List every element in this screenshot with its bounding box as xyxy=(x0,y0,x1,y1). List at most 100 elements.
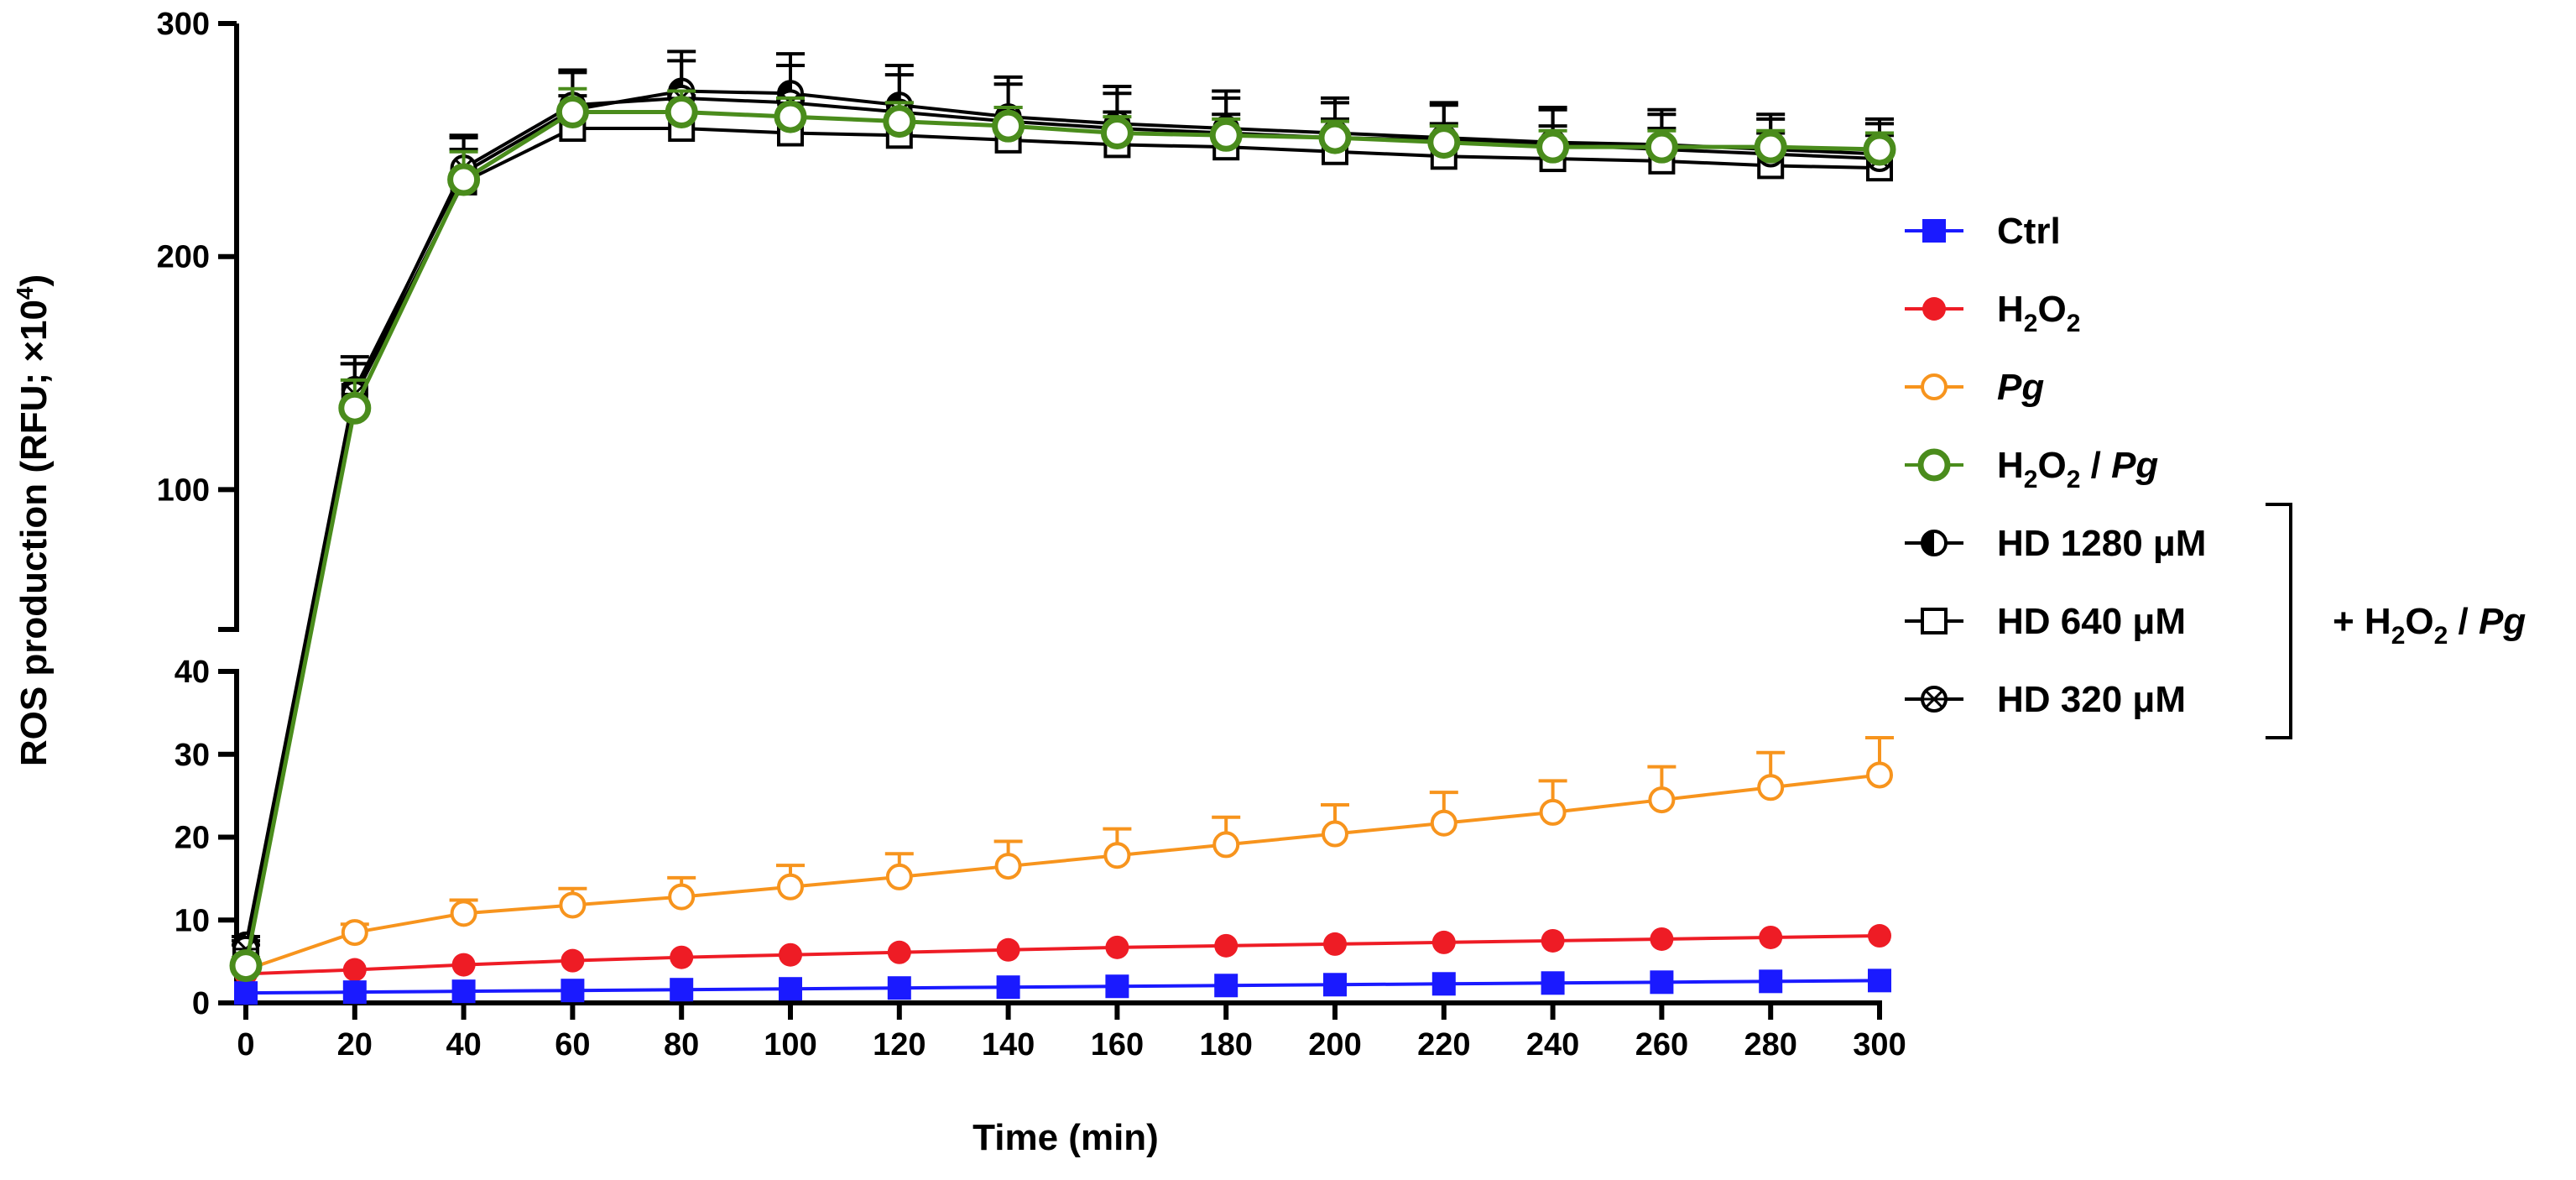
data-point-ctrl xyxy=(996,975,1020,1000)
data-point-ctrl xyxy=(1323,973,1347,997)
data-point-pg xyxy=(559,891,587,919)
series-h2o2pg xyxy=(229,86,1896,983)
data-point-h2o2 xyxy=(561,948,585,973)
data-point-h2o2pg xyxy=(447,163,481,196)
series-line-h2o2 xyxy=(245,934,1880,976)
legend-item-hd1280: HD 1280 μM xyxy=(1905,523,2206,564)
legend-group-bracket xyxy=(2266,503,2292,739)
series-hd1280 xyxy=(232,50,1894,958)
data-point-h2o2 xyxy=(670,945,694,969)
series-ctrl xyxy=(234,969,1891,1005)
y-tick-label: 30 xyxy=(175,738,210,773)
series-line-ctrl xyxy=(245,979,1880,995)
data-point-h2o2 xyxy=(1868,924,1891,948)
x-tick-label: 20 xyxy=(337,1027,373,1063)
data-point-h2o2 xyxy=(779,942,802,967)
series-line-h2o2pg xyxy=(243,110,1880,967)
data-point-h2o2pg xyxy=(1863,133,1896,166)
legend-label-ctrl: Ctrl xyxy=(1997,211,2061,252)
x-tick-label: 260 xyxy=(1635,1027,1688,1063)
y-axis-title: ROS production (RFU; ×104) xyxy=(12,274,55,766)
x-tick-label: 160 xyxy=(1091,1027,1144,1063)
x-tick-label: 200 xyxy=(1308,1027,1361,1063)
data-point-h2o2pg xyxy=(338,391,372,425)
data-point-pg xyxy=(1103,842,1131,869)
data-point-ctrl xyxy=(670,978,694,1002)
legend-item-ctrl: Ctrl xyxy=(1905,211,2061,252)
series-line-hd320 xyxy=(244,96,1880,950)
axes: 0 10 20 30 40 100 200 300 0 20 40 60 80 100 120 140 160 1… xyxy=(157,7,1906,1063)
data-point-pg xyxy=(1648,786,1676,814)
data-point-h2o2pg xyxy=(555,96,589,129)
legend-marker xyxy=(1921,608,1948,634)
y-tick-label: 300 xyxy=(157,7,210,42)
y-tick-label: 10 xyxy=(175,903,210,938)
data-point-pg xyxy=(994,853,1022,880)
data-point-ctrl xyxy=(1759,969,1783,994)
data-point-ctrl xyxy=(1105,974,1129,999)
data-point-pg xyxy=(1322,820,1348,848)
data-point-h2o2pg xyxy=(665,96,698,129)
data-point-ctrl xyxy=(1868,969,1891,993)
legend-marker xyxy=(1921,373,1948,400)
data-point-ctrl xyxy=(1650,970,1674,995)
series-pg xyxy=(232,736,1894,984)
data-point-h2o2pg xyxy=(1318,121,1352,154)
data-point-h2o2pg xyxy=(1427,126,1461,159)
legend-label-h2o2: H2O2 xyxy=(1997,289,2080,337)
y-tick-label: 0 xyxy=(192,986,210,1021)
data-point-h2o2 xyxy=(451,953,476,977)
y-tick-label: 100 xyxy=(157,473,210,508)
data-point-ctrl xyxy=(561,979,585,1003)
x-tick-label: 240 xyxy=(1526,1027,1579,1063)
y-tick-label: 40 xyxy=(175,655,210,690)
legend-marker xyxy=(1921,530,1948,556)
series-line-hd1280 xyxy=(244,89,1880,946)
data-point-pg xyxy=(1539,798,1567,826)
legend-group-label: + H2O2 / Pg xyxy=(2333,601,2526,650)
data-point-ctrl xyxy=(1431,972,1456,996)
data-point-h2o2 xyxy=(342,958,367,982)
x-tick-label: 280 xyxy=(1744,1027,1796,1063)
legend-marker xyxy=(1917,448,1951,482)
legend-item-h2o2pg: H2O2 / Pg xyxy=(1905,445,2158,493)
x-tick-label: 0 xyxy=(237,1027,254,1063)
x-tick-label: 60 xyxy=(555,1027,590,1063)
legend-label-pg: Pg xyxy=(1997,367,2044,408)
data-point-h2o2pg xyxy=(1645,130,1678,164)
data-point-h2o2pg xyxy=(774,100,807,133)
data-point-h2o2 xyxy=(1214,933,1238,958)
series-line-pg xyxy=(245,773,1880,972)
data-point-pg xyxy=(1866,761,1893,789)
x-axis-title: Time (min) xyxy=(973,1117,1159,1158)
series-layer xyxy=(229,50,1896,1005)
x-tick-label: 40 xyxy=(446,1027,481,1063)
data-point-h2o2 xyxy=(1650,927,1674,951)
series-hd320 xyxy=(232,59,1894,963)
x-tick-label: 100 xyxy=(764,1027,816,1063)
data-point-h2o2 xyxy=(1759,925,1783,949)
x-tick-label: 120 xyxy=(873,1027,926,1063)
legend: Ctrl H2O2 Pg H2O2 / Pg HD 1280 μM HD 640 μM HD… xyxy=(1905,211,2526,739)
y-axis-title-suffix: ) xyxy=(13,274,55,287)
legend-marker xyxy=(1922,297,1946,321)
data-point-ctrl xyxy=(451,979,476,1004)
data-point-h2o2 xyxy=(996,937,1020,962)
legend-item-hd320: HD 320 μM xyxy=(1905,679,2186,720)
data-point-h2o2pg xyxy=(229,949,263,983)
data-point-pg xyxy=(885,863,913,890)
data-point-ctrl xyxy=(342,980,367,1005)
data-point-pg xyxy=(1212,831,1240,859)
data-point-pg xyxy=(1757,774,1785,801)
legend-item-h2o2: H2O2 xyxy=(1905,289,2080,337)
x-tick-label: 300 xyxy=(1853,1027,1906,1063)
data-point-h2o2pg xyxy=(1209,118,1243,152)
data-point-h2o2 xyxy=(1541,928,1565,953)
data-point-h2o2 xyxy=(1105,935,1129,959)
y-axis-title-exponent: 4 xyxy=(12,286,38,300)
series-hd640 xyxy=(232,94,1894,967)
legend-item-hd640: HD 640 μM xyxy=(1905,601,2186,642)
data-point-h2o2pg xyxy=(1754,130,1787,164)
legend-label-h2o2pg: H2O2 / Pg xyxy=(1997,445,2158,493)
